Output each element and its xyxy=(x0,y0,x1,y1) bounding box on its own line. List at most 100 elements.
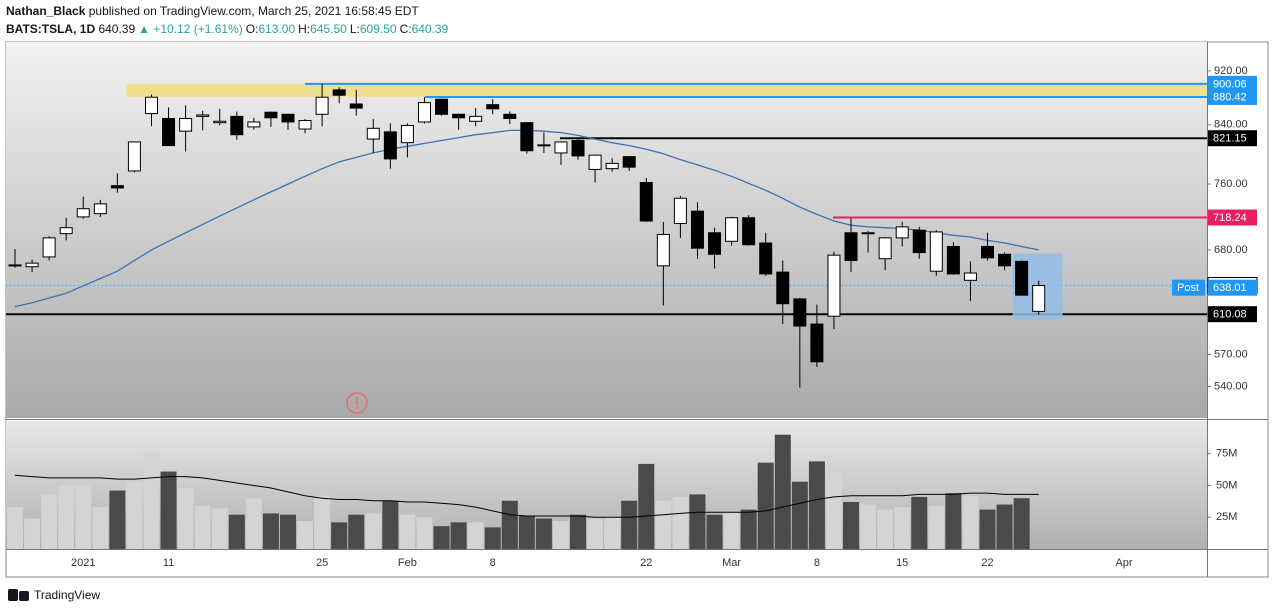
volume-bar xyxy=(928,505,945,549)
candle-body xyxy=(708,232,722,255)
volume-bar xyxy=(279,514,296,549)
author: Nathan_Black xyxy=(6,4,86,18)
volume-bar xyxy=(228,514,245,549)
ohlc-value: 609.50 xyxy=(359,22,397,36)
volume-ma-line xyxy=(14,474,1039,518)
candle-body xyxy=(110,185,124,189)
volume-bar xyxy=(399,514,416,549)
volume-bar xyxy=(450,522,467,549)
x-tick-label: 15 xyxy=(896,557,908,569)
volume-tick-label: 50M xyxy=(1216,479,1237,491)
candle-body xyxy=(827,254,841,317)
alert-icon xyxy=(346,392,368,414)
x-tick-label: 22 xyxy=(981,557,993,569)
candle-body xyxy=(42,237,56,258)
ohlc-value: 645.50 xyxy=(310,22,347,36)
price-label: 880.42 xyxy=(1213,91,1247,103)
volume-bar xyxy=(979,509,996,549)
candle-body xyxy=(469,115,483,122)
price-label-box xyxy=(1208,88,1257,105)
volume-bar xyxy=(911,496,928,549)
candle-body xyxy=(554,141,568,154)
volume-bar xyxy=(860,504,877,549)
volume-bar xyxy=(877,509,894,549)
volume-bar xyxy=(41,494,58,549)
price-label-box xyxy=(1208,130,1257,147)
candle-body xyxy=(503,113,517,119)
candle-body xyxy=(776,271,790,305)
candle-body xyxy=(861,232,875,235)
y-tick-label: 570.00 xyxy=(1214,348,1248,360)
candle-body xyxy=(912,229,926,254)
candle-body xyxy=(332,89,346,96)
price-label-box xyxy=(1208,279,1257,296)
volume-bar xyxy=(945,493,962,549)
volume-bar xyxy=(143,452,160,549)
volume-bar xyxy=(75,485,92,549)
price-label: 821.15 xyxy=(1213,133,1247,145)
volume-bar xyxy=(24,518,41,549)
volume-bar xyxy=(723,512,740,549)
candle-body xyxy=(605,162,619,170)
candle-body xyxy=(486,104,500,110)
candle-body xyxy=(690,210,704,249)
x-tick-label: 11 xyxy=(163,557,174,569)
candle-body xyxy=(588,154,602,170)
volume-bar xyxy=(194,505,211,549)
volume-bar xyxy=(245,498,262,549)
candle-body xyxy=(895,226,909,239)
candle-body xyxy=(793,298,807,327)
logo xyxy=(8,589,29,601)
candle-body xyxy=(298,120,312,130)
publish-line: Nathan_Black published on TradingView.co… xyxy=(6,4,422,18)
volume-bar xyxy=(160,471,177,549)
volume-bar xyxy=(7,507,23,549)
price-pane xyxy=(6,42,1207,418)
ohlc: O:613.00 H:645.50 L:609.50 C:640.39 xyxy=(246,22,452,36)
volume-bar xyxy=(1013,498,1030,549)
volume-bar xyxy=(672,496,689,549)
volume-bar xyxy=(211,508,228,549)
volume-bar xyxy=(774,434,791,549)
ohlc-value: 613.00 xyxy=(258,22,296,36)
volume-bar xyxy=(109,490,126,549)
candle-body xyxy=(25,262,39,268)
volume-bar xyxy=(262,513,279,549)
volume-bar xyxy=(962,495,979,549)
volume-bar xyxy=(843,502,860,549)
symbol-line: BATS:TSLA, 1D 640.39 ▲ +10.12 (+1.61%) O:6… xyxy=(6,22,454,36)
candle-body xyxy=(759,242,773,275)
volume-bar xyxy=(467,522,484,549)
volume-bar xyxy=(518,515,535,549)
volume-bar xyxy=(348,514,365,549)
volume-bar xyxy=(484,527,501,549)
volume-bar xyxy=(297,521,314,549)
volume-bar xyxy=(740,509,757,549)
y-tick-label: 840.00 xyxy=(1214,119,1248,131)
x-tick-label: 8 xyxy=(490,557,496,569)
candle-body xyxy=(1015,260,1029,296)
volume-bar xyxy=(314,495,331,549)
candle-body xyxy=(656,233,670,267)
candle-body xyxy=(639,181,653,222)
volume-bar xyxy=(621,500,638,549)
volume-tick-label: 25M xyxy=(1216,511,1237,523)
price-label: 638.01 xyxy=(1213,282,1247,294)
candle-body xyxy=(213,120,227,124)
volume-bar xyxy=(126,481,143,549)
post-tag-box xyxy=(1172,279,1205,296)
volume-bar xyxy=(552,521,569,549)
volume-bar xyxy=(92,507,109,549)
change: ▲ +10.12 (+1.61%) xyxy=(138,22,243,36)
y-tick-label: 680.00 xyxy=(1214,244,1248,256)
candle-body xyxy=(537,144,551,147)
candle-body xyxy=(844,232,858,261)
x-tick-label: Mar xyxy=(722,557,741,569)
candle-body xyxy=(981,245,995,259)
volume-bar xyxy=(825,471,842,549)
candle-body xyxy=(264,111,278,119)
candle-body xyxy=(725,217,739,242)
price-label: 610.08 xyxy=(1213,309,1247,321)
candle-body xyxy=(810,323,824,363)
candle-body xyxy=(383,131,397,160)
